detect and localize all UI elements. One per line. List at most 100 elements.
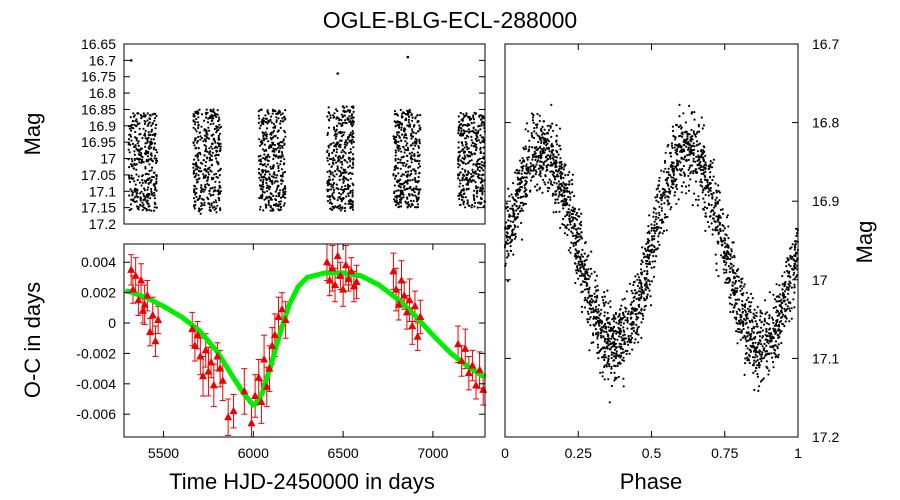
lightcurve-time-point [282, 171, 285, 174]
lightcurve-time-point [201, 113, 204, 116]
lightcurve-time-point [337, 131, 340, 134]
lightcurve-time-point [265, 127, 269, 130]
lightcurve-time-point [482, 164, 485, 167]
lightcurve-time-point [258, 171, 261, 174]
phased-lightcurve-point [576, 232, 579, 235]
phased-lightcurve-point [578, 260, 581, 263]
phased-lightcurve-point [603, 350, 607, 353]
phased-lightcurve-point [722, 240, 725, 243]
lightcurve-time-point [401, 173, 404, 176]
lightcurve-time-point [203, 188, 206, 191]
phased-lightcurve-point [747, 339, 750, 342]
phased-lightcurve-point [727, 276, 731, 280]
lightcurve-time-point [412, 142, 415, 145]
lightcurve-time-point [143, 134, 146, 137]
phased-lightcurve-point [508, 195, 511, 198]
lightcurve-time-point [142, 127, 145, 130]
phased-lightcurve-point [516, 183, 519, 186]
lightcurve-time-point [212, 133, 215, 136]
lightcurve-time-point [350, 123, 353, 126]
phased-lightcurve-point [619, 327, 622, 330]
phased-lightcurve-point [649, 304, 653, 307]
lightcurve-time-point [480, 189, 483, 192]
phased-lightcurve-point [586, 310, 590, 313]
phased-lightcurve-point [564, 174, 567, 177]
phased-lightcurve-point [639, 312, 642, 315]
phased-lightcurve-point [619, 332, 622, 336]
lightcurve-time-point [460, 191, 463, 194]
lightcurve-time-point [412, 187, 415, 190]
phased-lightcurve-point [648, 289, 651, 292]
lightcurve-time-point [266, 190, 269, 193]
lightcurve-time-point [130, 157, 133, 160]
phased-lightcurve-point [543, 141, 546, 144]
lightcurve-time-point [479, 151, 482, 154]
phased-lightcurve-point [775, 355, 778, 358]
phased-lightcurve-point [519, 196, 522, 199]
lightcurve-time-point [281, 180, 284, 183]
lightcurve-time-point [474, 138, 477, 141]
lightcurve-time-point [330, 165, 333, 168]
phased-lightcurve-point [585, 268, 588, 271]
lightcurve-time-point [482, 205, 485, 208]
lightcurve-time-point [332, 174, 335, 177]
lightcurve-time-point [215, 115, 218, 118]
phased-lightcurve-point [687, 174, 690, 177]
phased-lightcurve-point [757, 341, 760, 344]
lightcurve-time-point [134, 188, 137, 191]
lightcurve-time-point [274, 204, 277, 207]
phased-lightcurve-point [795, 274, 799, 277]
lightcurve-time-point [130, 174, 133, 177]
phased-lightcurve-point [676, 187, 679, 190]
o-minus-c-point [333, 251, 342, 260]
phased-lightcurve-point [761, 378, 764, 382]
phased-lightcurve-point [781, 288, 784, 291]
lightcurve-time-point [196, 168, 199, 171]
phased-lightcurve-point [533, 130, 536, 133]
phased-lightcurve-point [681, 167, 684, 171]
phased-lightcurve-point [728, 279, 731, 282]
lightcurve-time-point [403, 151, 406, 154]
phased-lightcurve-point [724, 252, 727, 255]
lightcurve-time-point [406, 180, 409, 183]
lightcurve-time-point [130, 139, 133, 142]
lightcurve-time-point [417, 188, 420, 191]
phased-lightcurve-point [689, 136, 692, 139]
phased-lightcurve-point [762, 323, 766, 326]
lightcurve-time-point [195, 111, 199, 114]
phased-lightcurve-point [700, 116, 703, 119]
lightcurve-time-point [200, 125, 203, 128]
lightcurve-time-point [209, 110, 213, 113]
phased-lightcurve-point [549, 154, 552, 157]
lightcurve-time-point [348, 151, 351, 154]
phased-lightcurve-point [658, 205, 661, 208]
phased-lightcurve-point [684, 185, 688, 188]
phased-lightcurve-point [733, 304, 736, 307]
lightcurve-time-point [342, 176, 346, 179]
phased-lightcurve-point [660, 199, 663, 202]
lightcurve-time-outlier [129, 59, 133, 62]
phased-lightcurve-point [586, 318, 589, 321]
lightcurve-time-point [269, 167, 273, 170]
lightcurve-time-point [407, 165, 411, 168]
lightcurve-time-point [466, 170, 470, 173]
phased-lightcurve-point [759, 357, 762, 361]
phased-lightcurve-point [686, 135, 689, 138]
phased-lightcurve-point [558, 162, 562, 165]
phased-lightcurve-point [637, 316, 640, 319]
phased-lightcurve-point [719, 216, 722, 219]
lightcurve-time-point [140, 152, 143, 155]
lightcurve-time-point [260, 175, 263, 179]
lightcurve-time-point [334, 108, 338, 111]
phased-lightcurve-point [578, 233, 581, 236]
lightcurve-time-point [271, 141, 274, 144]
lightcurve-time-point [155, 189, 158, 192]
phased-lightcurve-point [558, 127, 562, 130]
lightcurve-time-point [351, 166, 355, 169]
phased-lightcurve-point [613, 359, 616, 362]
lightcurve-time-point [418, 159, 421, 163]
lightcurve-time-point [471, 203, 474, 207]
phased-lightcurve-point [568, 214, 571, 217]
lightcurve-time-point [258, 208, 262, 211]
phased-lightcurve-point [541, 150, 545, 153]
